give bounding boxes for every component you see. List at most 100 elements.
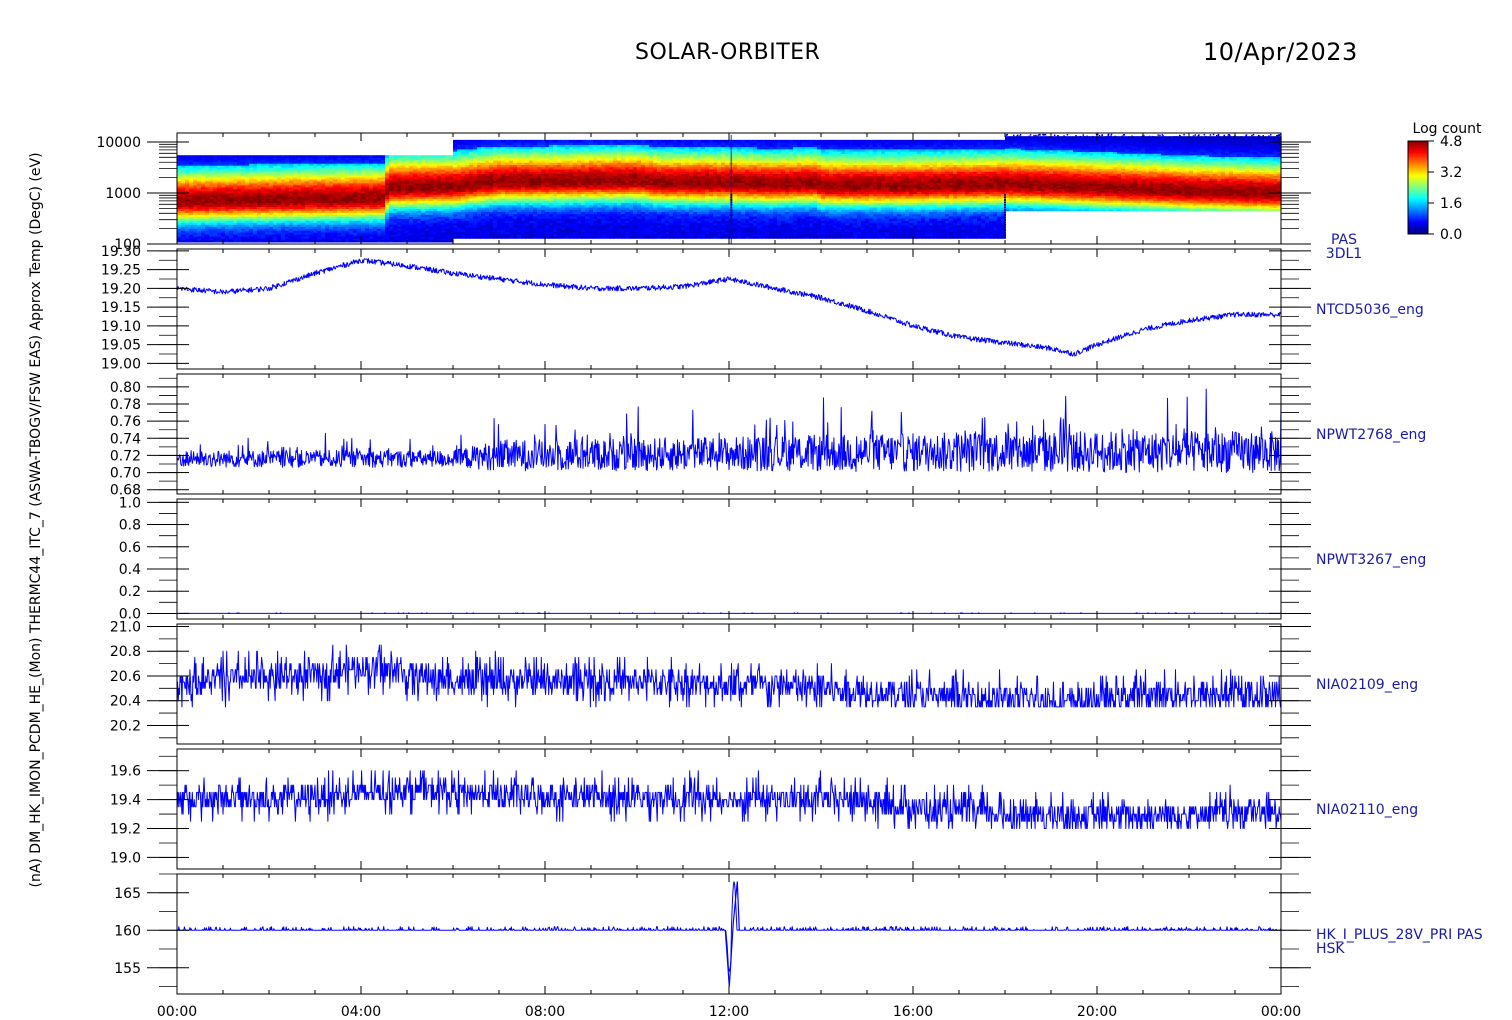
y-tick-label: 19.10 — [101, 319, 141, 335]
panel-pas-spectrogram — [177, 133, 1282, 244]
y-tick-label: 1.0 — [119, 495, 141, 511]
y-tick-label: 0.70 — [110, 466, 141, 482]
y-tick-label: 20.2 — [110, 718, 141, 734]
y-tick-label: 0.72 — [110, 448, 141, 464]
y-tick-label: 19.30 — [101, 244, 141, 260]
y-tick-label: 165 — [114, 886, 141, 902]
panel-label-nia02110: NIA02110_eng — [1316, 802, 1418, 818]
panel-label-hk-i-plus-28v: HK_I_PLUS_28V_PRI PAS — [1316, 927, 1483, 943]
colorbar-segment — [1408, 212, 1428, 215]
panel-label-nia02109: NIA02109_eng — [1316, 677, 1418, 693]
colorbar-segment — [1408, 141, 1428, 144]
colorbar-segment — [1408, 203, 1428, 206]
y-axis-titles: (nA) DM_HK_IMON_PCDM_HE_(Mon) THERMC44_I… — [28, 152, 44, 887]
colorbar-segment — [1408, 165, 1428, 168]
y-tick-label: 10000 — [96, 135, 141, 151]
colorbar-segment — [1408, 167, 1428, 170]
colorbar-segment — [1408, 223, 1428, 226]
colorbar-segment — [1408, 161, 1428, 164]
y-tick-label: 100 — [114, 237, 141, 253]
colorbar-segment — [1408, 175, 1428, 178]
colorbar-segment — [1408, 185, 1428, 188]
spike-mark — [724, 881, 740, 987]
colorbar-segment — [1408, 229, 1428, 232]
colorbar-segment — [1408, 187, 1428, 190]
colorbar-segment — [1408, 220, 1428, 223]
colorbar-segment — [1408, 179, 1428, 182]
trace-hk-i-plus-28v — [176, 881, 1282, 972]
colorbar-segment — [1408, 151, 1428, 154]
panel-nia02110 — [176, 770, 1282, 829]
y-tick-label: 19.0 — [110, 850, 141, 866]
colorbar-segment — [1408, 147, 1428, 150]
colorbar-segment — [1408, 213, 1428, 216]
colorbar-segment — [1408, 221, 1428, 224]
panel-npwt2768 — [176, 388, 1282, 473]
colorbar-segment — [1408, 162, 1428, 165]
colorbar-segment — [1408, 227, 1428, 230]
y-tick-label: 160 — [114, 923, 141, 939]
y-tick-label: 0.2 — [119, 584, 141, 600]
colorbar-segment — [1408, 232, 1428, 235]
y-tick-label: 19.6 — [110, 764, 141, 780]
panel-label-hk-i-plus-28v: HSK — [1316, 941, 1345, 957]
colorbar-segment — [1408, 142, 1428, 145]
trace-nia02109 — [176, 644, 1281, 708]
y-tick-label: 0.8 — [119, 518, 141, 534]
y-tick-label: 0.78 — [110, 397, 141, 413]
colorbar-tick-label: 1.6 — [1440, 196, 1462, 212]
colorbar-segment — [1408, 158, 1428, 161]
y-tick-label: 20.4 — [110, 694, 141, 710]
colorbar-tick-label: 0.0 — [1440, 227, 1462, 243]
colorbar-segment — [1408, 198, 1428, 201]
x-tick-label: 00:00 — [157, 1004, 197, 1020]
colorbar-segment — [1408, 195, 1428, 198]
colorbar-segment — [1408, 204, 1428, 207]
colorbar-segment — [1408, 216, 1428, 219]
y-tick-label: 19.15 — [101, 300, 141, 316]
y-tick-label: 19.05 — [101, 338, 141, 354]
colorbar-segment — [1408, 164, 1428, 167]
panel-label-pas-spectrogram: PAS — [1331, 232, 1357, 248]
colorbar-segment — [1408, 196, 1428, 199]
x-tick-label: 00:00 — [1261, 1004, 1301, 1020]
colorbar-segment — [1408, 173, 1428, 176]
colorbar-segment — [1408, 189, 1428, 192]
y-tick-label: 19.20 — [101, 281, 141, 297]
y-tick-label: 0.6 — [119, 540, 141, 556]
colorbar-segment — [1408, 215, 1428, 218]
y-tick-label: 0.0 — [119, 606, 141, 622]
colorbar-segment — [1408, 192, 1428, 195]
colorbar-segment — [1408, 178, 1428, 181]
y-tick-label: 0.76 — [110, 414, 141, 430]
trace-ntcd5036 — [176, 258, 1282, 357]
colorbar-segment — [1408, 226, 1428, 229]
colorbar-segment — [1408, 210, 1428, 213]
trace-npwt2768 — [176, 388, 1282, 473]
x-tick-label: 04:00 — [341, 1004, 381, 1020]
panel-nia02109 — [176, 644, 1281, 708]
colorbar-tick-label: 4.8 — [1440, 134, 1462, 150]
y-tick-label: 20.8 — [110, 644, 141, 660]
trace-nia02110 — [176, 770, 1282, 829]
panel-hk-i-plus-28v — [176, 881, 1282, 987]
colorbar-segment — [1408, 201, 1428, 204]
axes-layer — [147, 132, 1434, 995]
colorbar-segment — [1408, 190, 1428, 193]
colorbar-segment — [1408, 224, 1428, 227]
colorbar-segment — [1408, 145, 1428, 148]
y-tick-label: 19.4 — [110, 793, 141, 809]
panel-label-ntcd5036: NTCD5036_eng — [1316, 302, 1424, 318]
x-tick-label: 08:00 — [525, 1004, 565, 1020]
colorbar-segment — [1408, 154, 1428, 157]
x-tick-label: 16:00 — [893, 1004, 933, 1020]
y-tick-label: 19.00 — [101, 356, 141, 372]
colorbar-segment — [1408, 182, 1428, 185]
x-tick-label: 20:00 — [1077, 1004, 1117, 1020]
y-tick-label: 1000 — [105, 186, 141, 202]
y-tick-label: 19.2 — [110, 822, 141, 838]
colorbar-segment — [1408, 207, 1428, 210]
panel-frame — [176, 498, 1282, 620]
